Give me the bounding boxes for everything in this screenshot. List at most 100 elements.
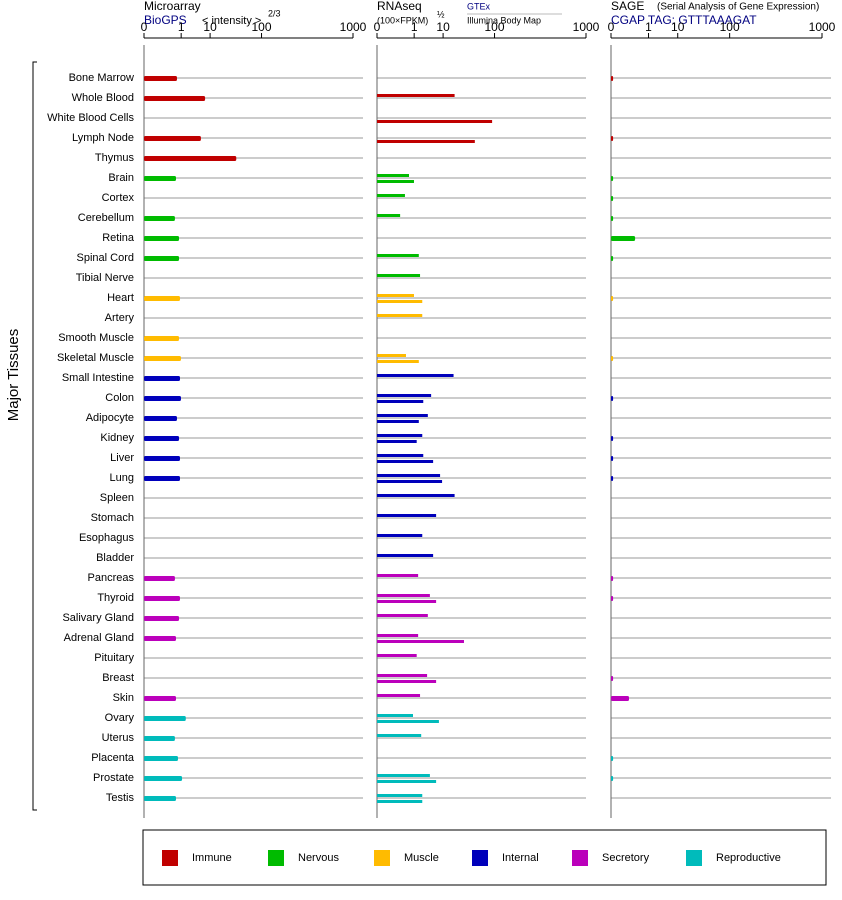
bar xyxy=(144,296,180,301)
bar xyxy=(611,76,614,81)
bar xyxy=(144,576,175,581)
bar xyxy=(377,434,423,437)
bar xyxy=(144,476,180,481)
tissue-label: Small Intestine xyxy=(62,372,134,384)
bar xyxy=(611,776,614,781)
x-tick-label: 1000 xyxy=(573,20,600,34)
bar xyxy=(377,354,406,357)
bar xyxy=(377,94,455,97)
legend-swatch xyxy=(374,850,390,866)
tissue-label: Retina xyxy=(102,232,135,244)
bar xyxy=(144,716,186,721)
bar xyxy=(377,574,419,577)
bar xyxy=(377,174,410,177)
bar xyxy=(377,194,405,197)
tissue-label: Lung xyxy=(110,472,134,484)
bar xyxy=(611,296,614,301)
x-tick-label: 1 xyxy=(645,20,652,34)
bar xyxy=(144,756,178,761)
bar xyxy=(611,596,614,601)
bar xyxy=(611,456,614,461)
x-tick-label: 1 xyxy=(411,20,418,34)
tissue-label: Liver xyxy=(110,452,134,464)
bar xyxy=(377,180,414,183)
tissue-label: Skin xyxy=(113,692,134,704)
bar xyxy=(144,776,183,781)
bar xyxy=(611,196,614,201)
bar xyxy=(144,136,201,141)
panel-title: SAGE xyxy=(611,0,644,13)
bar xyxy=(377,720,439,723)
tissue-label: Cerebellum xyxy=(78,212,134,224)
bar xyxy=(377,794,423,797)
bar xyxy=(144,436,180,441)
bar xyxy=(377,534,423,537)
bar xyxy=(144,696,177,701)
tissue-label: Pancreas xyxy=(88,572,135,584)
bar xyxy=(611,396,614,401)
bar xyxy=(144,376,180,381)
scale-label: (100×FPKM) xyxy=(377,15,428,25)
tissue-label: Thyroid xyxy=(97,592,134,604)
tissue-label: Bladder xyxy=(96,552,134,564)
bar xyxy=(377,214,401,217)
tissue-label: Smooth Muscle xyxy=(58,332,134,344)
tissue-label: Pituitary xyxy=(94,652,134,664)
scale-label: < intensity > xyxy=(202,15,261,27)
bar xyxy=(144,416,177,421)
scale-exponent: 2/3 xyxy=(268,8,281,18)
panel-source: BioGPS xyxy=(144,13,187,27)
bar xyxy=(611,696,630,701)
x-tick-label: 100 xyxy=(720,20,740,34)
tissue-label: Heart xyxy=(107,292,134,304)
bar xyxy=(377,694,421,697)
tissue-label: Adrenal Gland xyxy=(64,632,134,644)
bar xyxy=(377,120,493,123)
x-tick-label: 100 xyxy=(252,20,272,34)
x-tick-label: 1000 xyxy=(809,20,836,34)
legend-swatch xyxy=(268,850,284,866)
tissue-label: Adipocyte xyxy=(86,412,134,424)
x-tick-label: 100 xyxy=(485,20,505,34)
tissue-label: Artery xyxy=(105,312,135,324)
bar xyxy=(611,756,614,761)
legend-swatch xyxy=(686,850,702,866)
bar xyxy=(144,176,177,181)
bar xyxy=(377,314,423,317)
bar xyxy=(144,236,180,241)
tissue-label: Placenta xyxy=(91,752,135,764)
panel-title: Microarray xyxy=(144,0,201,13)
bar xyxy=(377,254,419,257)
bar xyxy=(377,634,419,637)
x-tick-label: 1 xyxy=(178,20,185,34)
panel-title: RNAseq xyxy=(377,0,422,13)
x-tick-label: 0 xyxy=(608,20,615,34)
bar xyxy=(377,654,417,657)
bar xyxy=(377,414,428,417)
x-tick-label: 10 xyxy=(671,20,685,34)
legend-swatch xyxy=(162,850,178,866)
bar xyxy=(377,640,464,643)
tissue-label: Thymus xyxy=(95,152,135,164)
bar xyxy=(611,436,614,441)
bar xyxy=(377,714,413,717)
tissue-label: Bone Marrow xyxy=(69,72,134,84)
legend-box xyxy=(142,829,827,886)
tissue-label: Spleen xyxy=(100,492,134,504)
tissue-label: Skeletal Muscle xyxy=(57,352,134,364)
bar xyxy=(611,176,614,181)
bar xyxy=(144,156,237,161)
bar xyxy=(377,734,422,737)
tissue-label: White Blood Cells xyxy=(47,112,134,124)
tissue-label: Spinal Cord xyxy=(77,252,134,264)
tissue-label: Brain xyxy=(108,172,134,184)
tissue-label: Colon xyxy=(105,392,134,404)
bar xyxy=(377,400,424,403)
bar xyxy=(377,494,455,497)
bar xyxy=(377,594,430,597)
bar xyxy=(144,616,180,621)
bar xyxy=(144,636,177,641)
bar xyxy=(611,576,614,581)
bar xyxy=(144,256,180,261)
